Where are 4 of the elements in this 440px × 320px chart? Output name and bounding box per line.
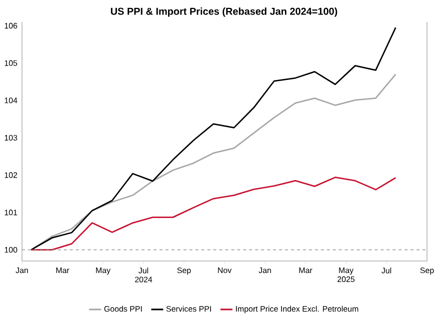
line-series bbox=[30, 26, 396, 250]
line-series bbox=[30, 74, 396, 250]
line-series bbox=[30, 176, 396, 250]
chart-title: US PPI & Import Prices (Rebased Jan 2024=100) bbox=[110, 8, 338, 17]
